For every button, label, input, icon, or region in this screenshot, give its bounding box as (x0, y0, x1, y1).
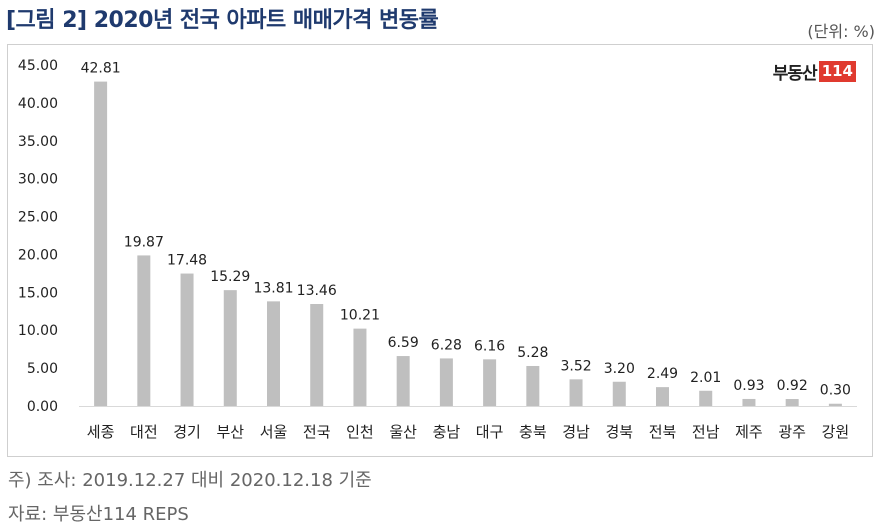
category-label: 울산 (389, 423, 417, 441)
y-tick-label: 15.00 (18, 285, 58, 301)
category-label: 충남 (433, 423, 461, 441)
chart-title: [그림 2] 2020년 전국 아파트 매매가격 변동률 (6, 8, 439, 33)
data-label: 19.87 (124, 234, 164, 250)
category-label: 전남 (692, 423, 720, 441)
data-label: 0.93 (733, 378, 764, 394)
bar (656, 387, 669, 406)
y-tick-label: 30.00 (18, 172, 58, 188)
y-tick-label: 40.00 (18, 96, 58, 112)
category-label: 경기 (173, 423, 201, 441)
bar (439, 358, 453, 406)
y-tick-label: 25.00 (18, 210, 58, 226)
data-label: 3.52 (560, 358, 591, 374)
category-label: 경북 (605, 423, 633, 441)
bar (94, 81, 108, 406)
category-label: 광주 (778, 423, 806, 441)
data-label: 42.81 (81, 61, 121, 77)
data-label: 6.59 (388, 335, 419, 351)
data-label: 5.28 (517, 345, 548, 361)
bars-group (94, 81, 842, 406)
data-label: 3.20 (604, 361, 635, 377)
y-tick-label: 20.00 (18, 247, 58, 263)
bar (483, 359, 497, 406)
y-axis-ticks: 0.00 5.00 10.00 15.00 20.00 25.00 30.00 35.00 40… (18, 58, 58, 415)
category-label: 서울 (260, 423, 288, 441)
data-label: 6.16 (474, 338, 505, 354)
category-label: 경남 (562, 423, 590, 441)
bar (310, 304, 324, 406)
category-label: 강원 (822, 423, 850, 441)
bar (526, 365, 540, 406)
data-label: 13.46 (297, 283, 337, 299)
unit-label: (단위: %) (807, 22, 875, 41)
survey-note: 주) 조사: 2019.12.27 대비 2020.12.18 기준 (8, 470, 372, 491)
bar (828, 403, 842, 406)
logo-number: 114 (818, 60, 856, 82)
y-tick-label: 10.00 (18, 323, 58, 339)
data-label: 2.49 (647, 366, 678, 382)
y-tick-label: 35.00 (18, 134, 58, 150)
category-label: 세종 (87, 423, 115, 441)
category-label: 충북 (519, 423, 547, 441)
bar (180, 273, 194, 406)
category-labels-group: 세종 대전 경기 부산 서울 전국 인천 울산 충남 대구 충북 경남 경북 전북 전남 제주 광주 강원 (87, 423, 849, 441)
logo-text: 부동산 (772, 63, 818, 84)
category-label: 전북 (649, 423, 677, 441)
category-label: 대전 (130, 423, 158, 441)
bar (223, 290, 237, 406)
data-label: 0.92 (777, 378, 808, 394)
y-tick-label: 45.00 (18, 58, 58, 74)
bar (396, 356, 410, 406)
data-label: 6.28 (431, 337, 462, 353)
y-tick-label: 0.00 (27, 399, 58, 415)
data-label: 13.81 (253, 280, 293, 296)
bar (742, 398, 756, 406)
data-label: 17.48 (167, 253, 207, 269)
bar (699, 390, 713, 406)
data-label: 0.30 (820, 383, 851, 399)
data-label: 10.21 (340, 308, 380, 324)
bar (785, 399, 799, 406)
y-tick-label: 5.00 (27, 361, 58, 377)
category-label: 전국 (303, 423, 331, 441)
category-label: 부산 (216, 423, 244, 441)
category-label: 제주 (735, 423, 763, 441)
logo: 부동산 114 (773, 57, 856, 85)
bar (137, 255, 151, 406)
bar-chart: 0.00 5.00 10.00 15.00 20.00 25.00 30.00 35.00 40… (18, 58, 857, 441)
bar (569, 379, 583, 406)
data-label: 2.01 (690, 370, 721, 386)
category-label: 대구 (476, 423, 504, 441)
category-label: 인천 (346, 423, 374, 441)
bar (353, 328, 367, 406)
source-note: 자료: 부동산114 REPS (8, 504, 189, 525)
data-label: 15.29 (210, 269, 250, 285)
bar (267, 301, 280, 406)
bar (612, 381, 626, 406)
